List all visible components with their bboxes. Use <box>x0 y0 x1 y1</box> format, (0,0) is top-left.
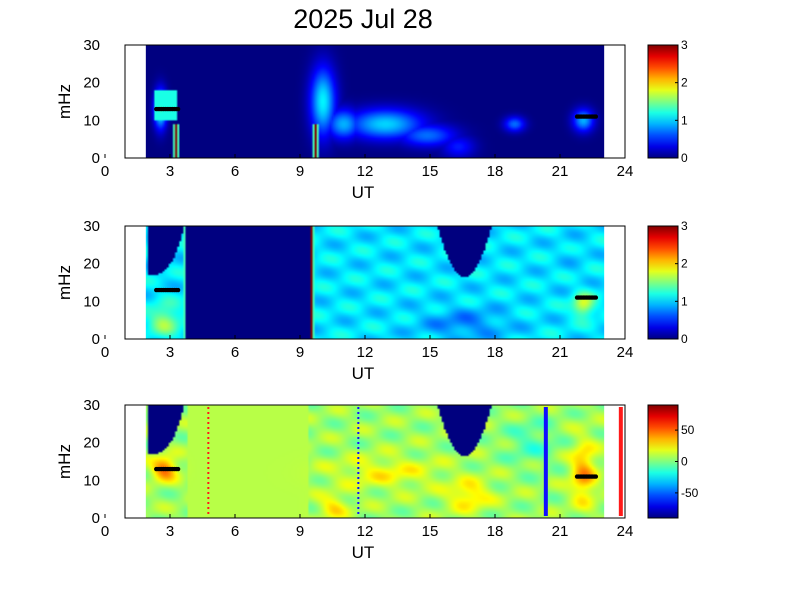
marker-dots-1 <box>154 287 181 293</box>
colorbar-tick-label: 2 <box>681 257 688 271</box>
x-tick-label: 6 <box>231 344 239 361</box>
marker-point <box>175 287 181 293</box>
x-tick-label: 24 <box>617 344 634 361</box>
colorbar-tick-label: 0 <box>681 151 688 165</box>
y-tick-label: 10 <box>83 472 100 489</box>
colorbar-tick-label: 50 <box>681 423 695 437</box>
x-tick-label: 24 <box>617 163 634 180</box>
y-tick-label: 0 <box>92 331 100 348</box>
x-tick-label: 12 <box>357 523 374 540</box>
axes-frame <box>124 225 626 340</box>
colorbar: -50 0 50 <box>647 404 699 519</box>
heatmap-image <box>145 226 605 339</box>
y-axis-label: mHz <box>55 444 74 479</box>
y-tick-label: 10 <box>83 293 100 310</box>
panel-3: 0 3 6 9 12 15 18 21 24 0 10 20 30 UT mHz -50 0 50 <box>55 397 699 562</box>
colorbar-scale <box>647 44 679 159</box>
marker-dots-2 <box>574 114 599 119</box>
x-tick-label: 24 <box>617 523 634 540</box>
x-axis-label: UT <box>352 543 375 562</box>
y-tick-label: 30 <box>83 37 100 54</box>
x-tick-label: 21 <box>552 523 569 540</box>
marker-point <box>175 466 181 472</box>
y-tick-label: 30 <box>83 397 100 414</box>
colorbar: 0 1 2 3 <box>647 38 688 165</box>
colorbar-tick-label: -50 <box>681 486 699 500</box>
marker-dots-1 <box>154 106 181 112</box>
marker-point <box>593 114 599 119</box>
y-tick-label: 0 <box>92 510 100 527</box>
x-tick-label: 15 <box>422 344 439 361</box>
colorbar-tick-label: 3 <box>681 38 688 52</box>
marker-point <box>175 106 181 112</box>
y-tick-label: 0 <box>92 150 100 167</box>
x-axis-label: UT <box>352 183 375 202</box>
marker-point <box>593 295 599 300</box>
marker-point <box>593 474 599 479</box>
x-tick-label: 3 <box>166 344 174 361</box>
x-tick-label: 3 <box>166 163 174 180</box>
colorbar-tick-label: 1 <box>681 113 688 127</box>
x-tick-label: 12 <box>357 344 374 361</box>
x-tick-label: 18 <box>487 523 504 540</box>
marker-dots-2 <box>574 474 599 479</box>
y-axis-label: mHz <box>55 265 74 300</box>
x-tick-label: 0 <box>101 344 109 361</box>
x-tick-label: 0 <box>101 163 109 180</box>
x-tick-label: 21 <box>552 163 569 180</box>
heatmap-image <box>145 45 605 158</box>
x-tick-label: 15 <box>422 163 439 180</box>
x-tick-label: 6 <box>231 523 239 540</box>
y-tick-label: 20 <box>83 435 100 452</box>
y-tick-label: 20 <box>83 256 100 273</box>
x-tick-label: 9 <box>296 163 304 180</box>
x-tick-label: 15 <box>422 523 439 540</box>
x-tick-label: 21 <box>552 344 569 361</box>
heatmap-image <box>145 405 605 518</box>
y-tick-label: 20 <box>83 75 100 92</box>
colorbar-scale <box>647 225 679 340</box>
colorbar-tick-label: 2 <box>681 76 688 90</box>
x-tick-label: 3 <box>166 523 174 540</box>
figure-title: 2025 Jul 28 <box>293 4 433 34</box>
axes-frame <box>124 44 626 159</box>
x-tick-label: 6 <box>231 163 239 180</box>
x-tick-label: 12 <box>357 163 374 180</box>
y-axis-label: mHz <box>55 84 74 119</box>
colorbar-tick-label: 1 <box>681 294 688 308</box>
colorbar-tick-label: 0 <box>681 332 688 346</box>
colorbar: 0 1 2 3 <box>647 219 688 346</box>
colorbar-scale <box>647 404 679 519</box>
marker-dots-1 <box>154 466 181 472</box>
x-axis-label: UT <box>352 364 375 383</box>
x-tick-label: 9 <box>296 523 304 540</box>
x-tick-label: 9 <box>296 344 304 361</box>
x-tick-label: 18 <box>487 344 504 361</box>
colorbar-tick-label: 0 <box>681 455 688 469</box>
y-tick-label: 30 <box>83 218 100 235</box>
x-tick-label: 18 <box>487 163 504 180</box>
x-tick-label: 0 <box>101 523 109 540</box>
colorbar-tick-label: 3 <box>681 219 688 233</box>
marker-dots-2 <box>574 295 599 300</box>
axes-frame <box>124 404 626 519</box>
y-tick-label: 10 <box>83 112 100 129</box>
